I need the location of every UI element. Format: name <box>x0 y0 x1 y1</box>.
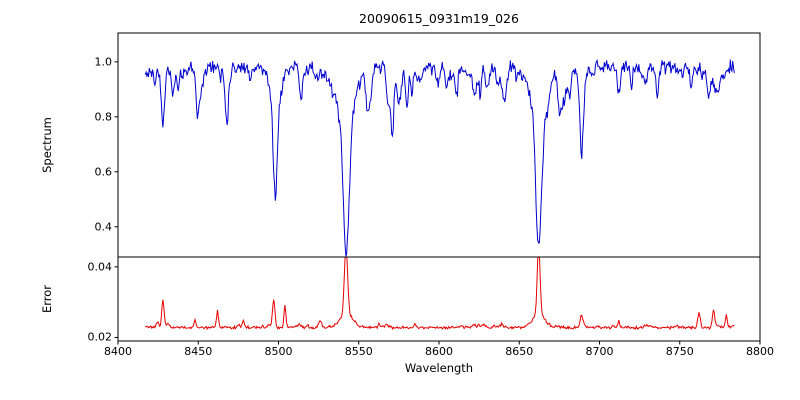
error-y-tick-label: 0.02 <box>87 330 113 344</box>
spectrum-y-axis-label: Spectrum <box>40 117 54 173</box>
error-line <box>144 257 735 331</box>
spectrum-y-tick-label: 0.4 <box>94 220 113 234</box>
spectrum-y-tick-label: 0.8 <box>94 110 113 124</box>
x-tick-label: 8400 <box>104 345 132 358</box>
x-tick-label: 8600 <box>425 345 453 358</box>
spectrum-y-tick-label: 0.6 <box>94 165 113 179</box>
x-tick-label: 8800 <box>746 345 774 358</box>
x-tick-label: 8450 <box>184 345 213 358</box>
x-tick-label: 8700 <box>585 345 614 358</box>
x-tick-label: 8650 <box>505 345 534 358</box>
x-tick-label: 8550 <box>344 345 373 358</box>
spectrum-line <box>144 58 735 257</box>
error-y-tick-label: 0.04 <box>87 260 113 274</box>
chart-title: 20090615_0931m19_026 <box>359 11 519 26</box>
error-y-axis-label: Error <box>40 284 54 314</box>
x-tick-label: 8500 <box>264 345 293 358</box>
x-axis-label: Wavelength <box>404 361 474 375</box>
x-tick-label: 8750 <box>665 345 694 358</box>
spectrum-y-tick-label: 1.0 <box>94 55 113 69</box>
